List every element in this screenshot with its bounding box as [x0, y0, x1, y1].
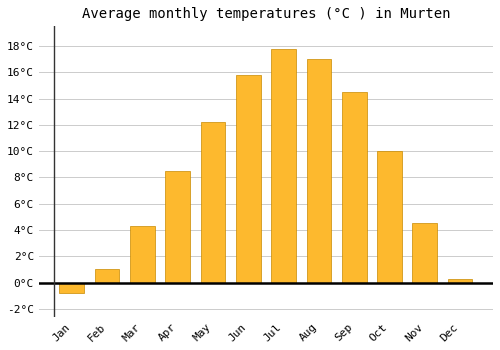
- Bar: [377, 151, 402, 282]
- Bar: [412, 223, 437, 282]
- Bar: [130, 226, 155, 282]
- Bar: [271, 49, 296, 282]
- Bar: [306, 59, 331, 282]
- Bar: [60, 282, 84, 293]
- Bar: [236, 75, 260, 282]
- Bar: [448, 279, 472, 282]
- Bar: [200, 122, 226, 282]
- Title: Average monthly temperatures (°C ) in Murten: Average monthly temperatures (°C ) in Mu…: [82, 7, 450, 21]
- Bar: [342, 92, 366, 282]
- Bar: [166, 171, 190, 282]
- Bar: [94, 270, 120, 282]
